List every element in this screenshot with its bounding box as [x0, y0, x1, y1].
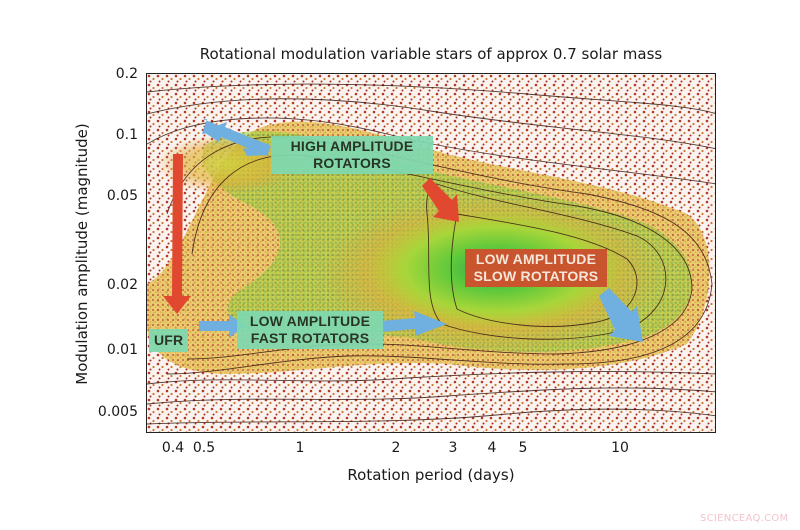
x-tick: 4 — [487, 440, 497, 456]
y-tick: 0.02 — [106, 277, 138, 293]
low-amplitude-slow-rotators-label: LOW AMPLITUDE SLOW ROTATORS — [465, 249, 607, 287]
label-line: SLOW ROTATORS — [473, 268, 599, 284]
ufr-label: UFR — [149, 329, 189, 352]
y-tick: 0.2 — [115, 66, 138, 82]
plot-area: HIGH AMPLITUDE ROTATORS LOW AMPLITUDE SL… — [146, 73, 716, 433]
x-tick: 3 — [448, 440, 458, 456]
y-tick: 0.1 — [115, 127, 138, 143]
x-tick: 0.5 — [192, 440, 216, 456]
x-tick: 10 — [611, 440, 629, 456]
label-line: ROTATORS — [313, 155, 391, 171]
label-line: LOW AMPLITUDE — [249, 313, 371, 329]
x-tick: 2 — [391, 440, 401, 456]
y-tick: 0.05 — [106, 188, 138, 204]
chart-title: Rotational modulation variable stars of … — [199, 45, 663, 63]
x-tick: 1 — [295, 440, 305, 456]
label-line: FAST ROTATORS — [250, 330, 370, 346]
label-line: HIGH AMPLITUDE — [290, 138, 414, 154]
low-amplitude-fast-rotators-label: LOW AMPLITUDE FAST ROTATORS — [237, 311, 383, 349]
y-tick: 0.01 — [106, 342, 138, 358]
x-axis-label: Rotation period (days) — [347, 466, 515, 484]
watermark: SCIENCEAQ.COM — [700, 513, 789, 524]
high-amplitude-rotators-label: HIGH AMPLITUDE ROTATORS — [271, 136, 433, 174]
y-axis-label: Modulation amplitude (magnitude) — [73, 123, 91, 385]
y-tick: 0.005 — [97, 404, 138, 420]
label-line: UFR — [154, 332, 184, 348]
x-tick: 5 — [518, 440, 528, 456]
label-line: LOW AMPLITUDE — [475, 251, 597, 267]
x-tick: 0.4 — [161, 440, 185, 456]
density-scatter — [147, 74, 715, 432]
